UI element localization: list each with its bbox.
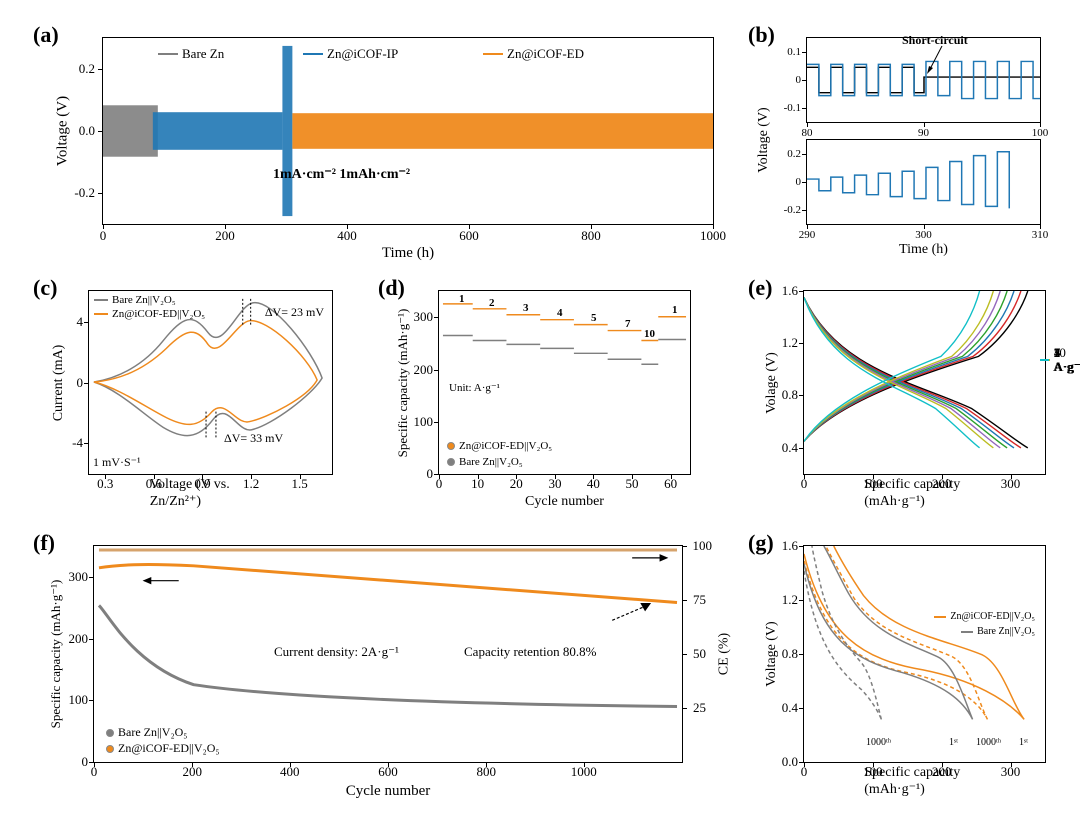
axes-b-top: Short-circuit 80 90 100 0.1 0 -0.1 xyxy=(806,37,1041,123)
ylabel-b: Voltage (V) xyxy=(756,107,772,172)
axes-b-bot: 290 300 310 0.2 0 -0.2 Time (h) xyxy=(806,139,1041,225)
panel-f: (f) Current density: 2A·g⁻¹ Capacity ret… xyxy=(33,530,738,805)
annot-a-conditions: 1mA·cm⁻² 1mAh·cm⁻² xyxy=(273,166,410,183)
ylabel-f: Specific capacity (mAh·g⁻¹) xyxy=(48,580,64,729)
annot-d-1: 1 xyxy=(459,293,465,305)
legend-d-icof: Zn@iCOF-ED||V₂O₅ xyxy=(447,440,552,452)
panel-b-label: (b) xyxy=(748,22,775,48)
annot-c-dv1: ΔV= 23 mV xyxy=(265,305,324,320)
ylabel-c: Current (mA) xyxy=(51,344,67,421)
annot-d-unit: Unit: A·g⁻¹ xyxy=(449,381,500,394)
xlabel-b: Time (h) xyxy=(899,242,948,258)
axes-d: 1 2 3 4 5 7 10 1 Unit: A·g⁻¹ Bare Zn||V₂… xyxy=(438,290,691,475)
xlabel-f: Cycle number xyxy=(346,783,431,800)
annot-d-2: 2 xyxy=(489,297,495,309)
annot-d-7: 7 xyxy=(625,318,631,330)
legend-g-bare: Bare Zn||V₂O₅ xyxy=(961,626,1035,637)
axes-c: Bare Zn||V₂O₅ Zn@iCOF-ED||V₂O₅ ΔV= 23 mV… xyxy=(88,290,333,475)
legend-a-bare: Bare Zn xyxy=(158,46,224,62)
panel-e-label: (e) xyxy=(748,275,772,301)
panel-b: (b) Short-circuit 80 90 100 0.1 0 -0.1 2… xyxy=(748,22,1063,257)
axes-f: Current density: 2A·g⁻¹ Capacity retenti… xyxy=(93,545,683,763)
annot-c-dv2: ΔV= 33 mV xyxy=(224,431,283,446)
ylabel-g: Voltage (V) xyxy=(764,621,780,686)
legend-c-icof: Zn@iCOF-ED||V₂O₅ xyxy=(94,308,205,320)
panel-c: (c) Bare Zn||V₂O₅ Zn@iCOF-ED||V₂O₅ ΔV= 2… xyxy=(33,275,348,510)
legend-g-icof: Zn@iCOF-ED||V₂O₅ xyxy=(934,611,1035,622)
ylabel-d: Specific capacity (mAh·g⁻¹) xyxy=(395,308,411,457)
legend-c-bare: Bare Zn||V₂O₅ xyxy=(94,294,176,306)
axes-a: Bare Zn Zn@iCOF-IP Zn@iCOF-ED 1mA·cm⁻² 1… xyxy=(102,37,714,225)
panel-g: (g) Zn@iCOF-ED||V₂O₅ Bare Zn||V₂O₅ 1000ᵗ… xyxy=(748,530,1063,805)
annot-d-3: 3 xyxy=(523,302,529,314)
legend-a-ip: Zn@iCOF-IP xyxy=(303,46,398,62)
xlabel-d: Cycle number xyxy=(525,494,604,510)
plot-b-top-svg xyxy=(807,38,1040,122)
legend-f-bare: Bare Zn||V₂O₅ xyxy=(106,725,188,740)
ylabel-f-r: CE (%) xyxy=(716,633,732,675)
series-icof-ed xyxy=(292,113,713,149)
panel-d-label: (d) xyxy=(378,275,405,301)
panel-e: (e) 1 A·g⁻¹ 2 A·g⁻¹ 3 A·g⁻¹ 4 A·g⁻¹ 5 A·… xyxy=(748,275,1063,510)
panel-a-label: (a) xyxy=(33,22,59,48)
ylabel-a: Voltage (V) xyxy=(55,96,72,166)
annot-f-ret: Capacity retention 80.8% xyxy=(464,644,597,660)
legend-a-ip-label: Zn@iCOF-IP xyxy=(327,46,398,62)
legend-a-ed: Zn@iCOF-ED xyxy=(483,46,584,62)
panel-f-label: (f) xyxy=(33,530,55,556)
axes-g: Zn@iCOF-ED||V₂O₅ Bare Zn||V₂O₅ 1000ᵗʰ 1ˢ… xyxy=(803,545,1046,763)
panel-c-label: (c) xyxy=(33,275,57,301)
annot-d-10: 10 xyxy=(644,328,655,340)
axes-e: 1 A·g⁻¹ 2 A·g⁻¹ 3 A·g⁻¹ 4 A·g⁻¹ 5 A·g⁻¹ … xyxy=(803,290,1046,475)
plot-g-svg xyxy=(804,546,1045,762)
plot-a-svg xyxy=(103,38,713,224)
legend-d-bare: Bare Zn||V₂O₅ xyxy=(447,456,523,468)
annot-d-5: 5 xyxy=(591,312,597,324)
xlabel-c: Voltage (V vs. Zn/Zn²⁺) xyxy=(150,477,272,510)
panel-g-label: (g) xyxy=(748,530,774,556)
series-bare-zn xyxy=(103,105,158,156)
xlabel-g: Specific capacity (mAh·g⁻¹) xyxy=(864,765,985,798)
xlabel-e: Specific capacity (mAh·g⁻¹) xyxy=(864,477,985,510)
ylabel-e: Volage (V) xyxy=(764,352,780,414)
annot-c-scan: 1 mV·S⁻¹ xyxy=(93,455,141,470)
series-icof-ip xyxy=(153,46,293,216)
annot-d-4: 4 xyxy=(557,307,563,319)
xlabel-a: Time (h) xyxy=(382,245,434,262)
panel-d: (d) 1 2 3 4 5 7 10 1 Un xyxy=(378,275,708,510)
legend-f-icof: Zn@iCOF-ED||V₂O₅ xyxy=(106,741,220,756)
legend-a-bare-label: Bare Zn xyxy=(182,46,224,62)
plot-b-bot-svg xyxy=(807,140,1040,224)
plot-e-svg xyxy=(804,291,1045,474)
annot-d-1b: 1 xyxy=(672,304,678,316)
sc-arrow xyxy=(927,46,947,76)
legend-a-ed-label: Zn@iCOF-ED xyxy=(507,46,584,62)
annot-f-density: Current density: 2A·g⁻¹ xyxy=(274,644,399,660)
panel-a: (a) Bare Zn Zn@iCOF-IP Zn@iCOF-ED 1mA·cm… xyxy=(33,22,733,257)
